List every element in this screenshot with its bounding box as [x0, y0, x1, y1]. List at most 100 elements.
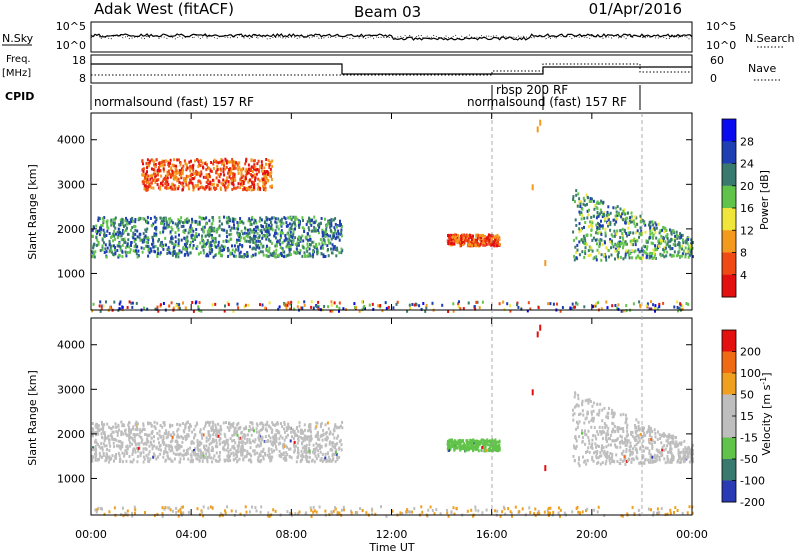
scatter-cell — [223, 448, 226, 452]
scatter-cell — [599, 208, 602, 212]
scatter-cell — [596, 412, 599, 416]
scatter-cell — [549, 302, 552, 306]
scatter-cell — [626, 459, 629, 463]
scatter-cell — [324, 255, 327, 258]
scatter-cell — [584, 429, 586, 433]
scatter-cell — [282, 456, 285, 460]
scatter-cell — [614, 249, 617, 253]
scatter-cell — [124, 246, 127, 250]
scatter-cell — [208, 442, 211, 446]
scatter-cell — [227, 171, 229, 175]
scatter-cell — [578, 227, 581, 231]
scatter-cell — [656, 458, 659, 462]
scatter-cell — [604, 462, 607, 466]
scatter-cell — [232, 421, 235, 425]
scatter-cell — [103, 423, 106, 427]
scatter-cell — [668, 435, 671, 439]
scatter-cell — [245, 427, 248, 431]
scatter-cell — [575, 301, 578, 305]
scatter-cell — [262, 225, 265, 229]
scatter-cell — [222, 421, 225, 425]
scatter-cell — [229, 170, 232, 174]
scatter-cell — [280, 236, 282, 239]
scatter-cell — [292, 437, 295, 441]
scatter-cell — [309, 243, 312, 247]
scatter-cell — [487, 240, 490, 244]
scatter-cell — [634, 438, 637, 442]
scatter-cell — [642, 434, 645, 438]
scatter-cell — [172, 247, 175, 251]
scatter-cell — [173, 433, 176, 436]
scatter-cell — [303, 300, 306, 304]
scatter-cell — [191, 246, 194, 250]
scatter-cell — [672, 229, 675, 233]
scatter-cell — [242, 457, 245, 461]
scatter-cell — [180, 169, 183, 173]
scatter-cell — [122, 432, 125, 436]
scatter-cell — [479, 440, 482, 444]
scatter-cell — [457, 238, 460, 242]
scatter-cell — [634, 240, 637, 243]
scatter-cell — [219, 160, 222, 164]
scatter-cell — [211, 249, 213, 253]
scatter-cell — [268, 223, 270, 227]
scatter-cell — [573, 238, 575, 242]
scatter-cell — [582, 240, 584, 244]
scatter-cell — [263, 179, 266, 183]
scatter-cell — [222, 161, 225, 165]
scatter-cell — [166, 252, 169, 255]
scatter-cell — [590, 444, 593, 448]
scatter-cell — [149, 422, 152, 425]
scatter-cell — [491, 444, 494, 448]
scatter-cell — [340, 443, 343, 447]
scatter-cell — [117, 255, 120, 259]
scatter-cell — [268, 452, 271, 456]
scatter-cell — [626, 426, 629, 430]
scatter-cell — [642, 439, 645, 443]
scatter-cell — [575, 189, 578, 193]
scatter-cell — [102, 453, 105, 457]
scatter-cell — [192, 185, 195, 189]
scatter-cell — [312, 250, 314, 254]
scatter-cell — [246, 170, 249, 173]
scatter-cell — [611, 430, 613, 434]
scatter-cell — [265, 237, 268, 241]
scatter-cell — [317, 454, 320, 458]
scatter-cell — [238, 243, 241, 247]
scatter-cell — [286, 243, 289, 247]
scatter-cell — [210, 226, 213, 230]
scatter-cell — [622, 211, 625, 215]
scatter-cell — [571, 302, 574, 306]
scatter-cell — [461, 241, 464, 244]
scatter-cell — [584, 417, 587, 421]
scatter-cell — [129, 436, 132, 439]
scatter-cell — [601, 461, 604, 465]
scatter-cell — [601, 226, 604, 230]
scatter-cell — [202, 225, 205, 229]
scatter-cell — [294, 251, 297, 255]
scatter-cell — [457, 234, 459, 237]
scatter-cell — [113, 437, 115, 441]
scatter-cell — [210, 426, 213, 430]
scatter-cell — [637, 436, 640, 440]
scatter-cell — [150, 167, 153, 171]
scatter-cell — [575, 439, 578, 443]
scatter-cell — [216, 168, 219, 172]
scatter-cell — [251, 439, 254, 443]
scatter-cell — [605, 415, 608, 419]
noise-left-tick-bottom: 10^0 — [56, 39, 86, 52]
scatter-cell — [162, 434, 165, 438]
scatter-cell — [653, 428, 656, 432]
scatter-cell — [572, 418, 575, 422]
scatter-cell — [189, 230, 192, 233]
scatter-cell — [262, 423, 265, 427]
scatter-cell — [126, 447, 129, 451]
scatter-cell — [97, 432, 100, 436]
scatter-cell — [313, 220, 316, 224]
scatter-cell — [167, 430, 170, 434]
scatter-cell — [122, 222, 125, 226]
scatter-cell — [591, 221, 594, 225]
scatter-cell — [624, 221, 627, 225]
scatter-cell — [625, 419, 628, 423]
scatter-cell — [255, 229, 257, 233]
